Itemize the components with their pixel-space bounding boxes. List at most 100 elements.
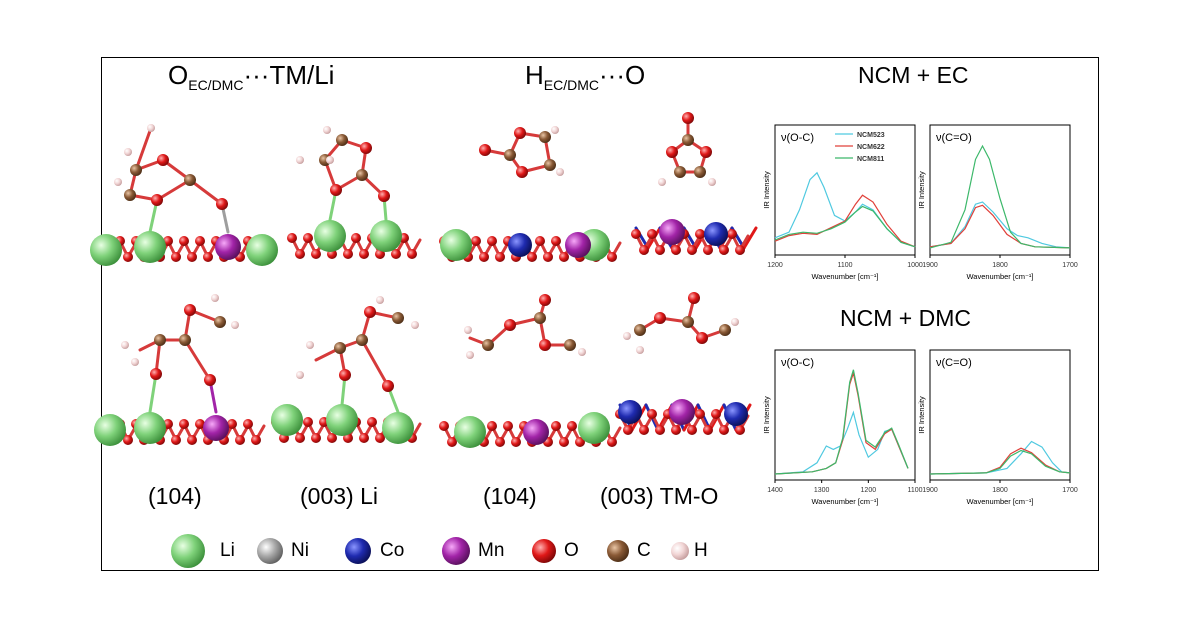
atom-o	[727, 229, 737, 239]
atom-o	[227, 419, 237, 429]
atom-o	[703, 245, 713, 255]
legend-c-label: C	[637, 540, 651, 561]
atom-h	[411, 321, 419, 329]
series-line-ncm811	[929, 449, 1071, 475]
atom-o	[559, 437, 569, 447]
atom-o	[543, 252, 553, 262]
x-tick-label: 1700	[1062, 487, 1078, 494]
atom-o	[527, 252, 537, 262]
atom-o	[123, 252, 133, 262]
bond	[183, 338, 212, 382]
series-line-ncm811	[774, 205, 916, 248]
legend-h-swatch	[671, 542, 689, 560]
atom-c	[336, 134, 348, 146]
atom-h	[623, 332, 631, 340]
atom-h	[114, 178, 122, 186]
atom-o	[647, 409, 657, 419]
atom-o	[696, 332, 708, 344]
atom-o	[639, 245, 649, 255]
atom-o	[195, 419, 205, 429]
atom-o	[171, 252, 181, 262]
legend-li-swatch	[171, 534, 205, 568]
atom-o	[179, 419, 189, 429]
atom-o	[639, 425, 649, 435]
atom-o	[495, 252, 505, 262]
atom-li	[94, 414, 126, 446]
panel-label: ν(O-C)	[781, 357, 814, 369]
atom-h	[708, 178, 716, 186]
atom-o	[203, 252, 213, 262]
atom-o	[471, 236, 481, 246]
atom-o	[479, 252, 489, 262]
atom-o	[711, 409, 721, 419]
atom-c	[634, 324, 646, 336]
atom-o	[378, 190, 390, 202]
atom-li	[370, 220, 402, 252]
atom-o	[631, 229, 641, 239]
atom-o	[439, 421, 449, 431]
atom-o	[655, 425, 665, 435]
series-line-ncm523	[929, 440, 1071, 475]
atom-h	[306, 341, 314, 349]
atom-o	[367, 417, 377, 427]
atom-c	[179, 334, 191, 346]
atom-h	[466, 351, 474, 359]
x-tick-label: 1100	[837, 262, 852, 269]
atom-o	[539, 339, 551, 351]
x-tick-label: 1000	[907, 262, 923, 269]
atom-c	[356, 334, 368, 346]
legend-o-label: O	[564, 540, 579, 561]
x-tick-label: 1200	[861, 487, 877, 494]
atom-o	[516, 166, 528, 178]
legend-co-swatch	[345, 538, 371, 564]
panel-label: ν(C=O)	[936, 357, 972, 369]
atom-o	[295, 433, 305, 443]
atom-o	[695, 409, 705, 419]
atom-o	[187, 252, 197, 262]
x-tick-label: 1800	[992, 487, 1008, 494]
atom-o	[511, 437, 521, 447]
atom-h	[326, 156, 334, 164]
atom-o	[251, 435, 261, 445]
x-tick-label: 1900	[922, 487, 938, 494]
atom-o	[539, 294, 551, 306]
atom-h	[296, 371, 304, 379]
atom-h	[658, 178, 666, 186]
y-axis-label: IR Intensity	[762, 171, 771, 209]
x-axis-label: Wavenumber [cm⁻¹]	[811, 497, 878, 506]
atom-o	[343, 249, 353, 259]
series-line-ncm811	[929, 144, 1071, 249]
atom-o	[187, 435, 197, 445]
facet-label-104-b: (104)	[483, 483, 537, 509]
atom-h	[731, 318, 739, 326]
atom-o	[327, 433, 337, 443]
atom-o	[216, 198, 228, 210]
bond	[148, 372, 158, 414]
atom-o	[623, 425, 633, 435]
atom-h	[231, 321, 239, 329]
atom-o	[179, 236, 189, 246]
x-tick-label: 1400	[767, 487, 783, 494]
atom-c	[694, 166, 706, 178]
facet-label-003-tmo: (003) TM-O	[600, 483, 719, 509]
atom-o	[204, 374, 216, 386]
bond	[188, 178, 224, 206]
atom-mn	[203, 415, 229, 441]
atom-o	[647, 229, 657, 239]
x-tick-label: 1200	[767, 262, 783, 269]
atom-o	[447, 437, 457, 447]
atom-co	[618, 400, 642, 424]
header-oxygen-interaction: OEC/DMC···TM/Li	[168, 60, 335, 93]
atom-o	[195, 236, 205, 246]
atom-co	[704, 222, 728, 246]
atom-c	[214, 316, 226, 328]
atom-li	[454, 416, 486, 448]
atom-o	[671, 245, 681, 255]
legend-mn-label: Mn	[478, 540, 505, 561]
series-line-ncm811	[774, 369, 909, 475]
atom-o	[150, 368, 162, 380]
legend-o-swatch	[532, 539, 556, 563]
atom-o	[330, 184, 342, 196]
